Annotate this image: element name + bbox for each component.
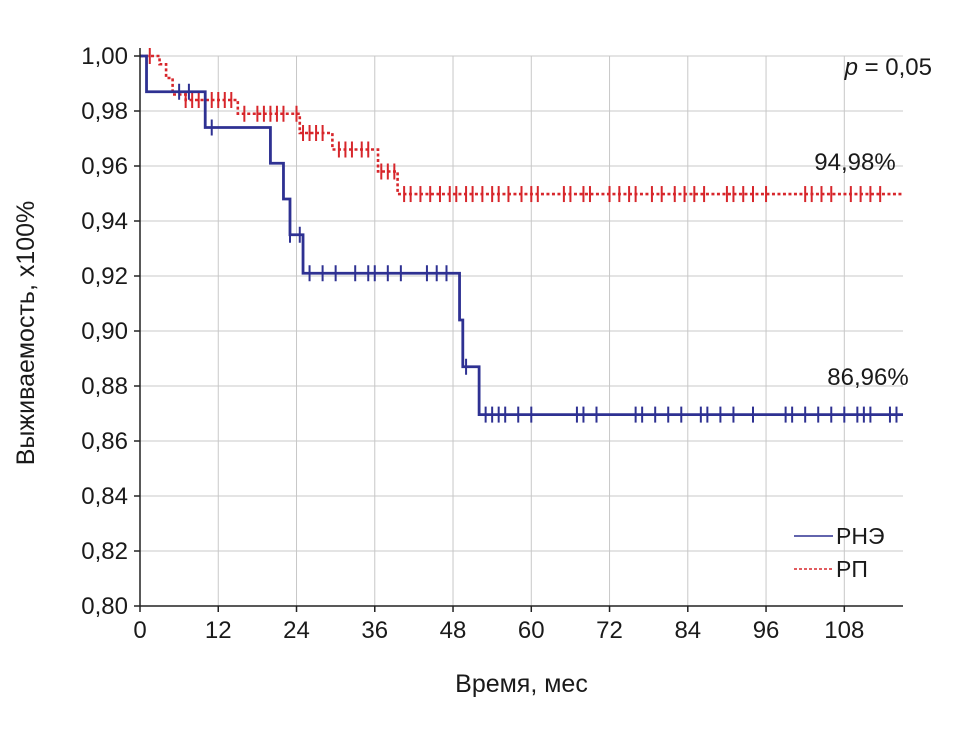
y-tick-label: 1,00 <box>81 43 128 70</box>
x-tick-label: 96 <box>753 617 780 644</box>
y-tick-label: 0,96 <box>81 153 128 180</box>
y-tick-label: 0,92 <box>81 263 128 290</box>
x-axis-ticks: 0 12 24 36 48 60 72 84 96 108 <box>133 606 864 644</box>
rne-final-value-label: 86,96% <box>827 364 908 391</box>
y-tick-label: 0,80 <box>81 593 128 620</box>
x-tick-label: 12 <box>205 617 232 644</box>
legend-label-rne: РНЭ <box>836 523 884 549</box>
series-rp <box>140 48 903 203</box>
y-tick-label: 0,94 <box>81 208 128 235</box>
x-tick-label: 60 <box>518 617 545 644</box>
p-value-annotation: p = 0,05 <box>844 54 932 81</box>
x-tick-label: 0 <box>133 617 146 644</box>
x-tick-label: 108 <box>824 617 864 644</box>
x-tick-label: 72 <box>596 617 623 644</box>
y-tick-label: 0,90 <box>81 318 128 345</box>
y-axis-ticks: 0,80 0,82 0,84 0,86 0,88 0,90 0,92 0,94 0,96 0,98… <box>81 43 140 620</box>
x-axis-title: Время, мес <box>455 670 588 698</box>
y-tick-label: 0,84 <box>81 483 128 510</box>
series-rne <box>140 54 903 423</box>
x-tick-label: 48 <box>440 617 467 644</box>
y-tick-label: 0,86 <box>81 428 128 455</box>
y-axis-title: Выживаемость, х100% <box>12 201 40 466</box>
y-tick-label: 0,98 <box>81 98 128 125</box>
p-label: p <box>844 54 858 81</box>
y-tick-label: 0,82 <box>81 538 128 565</box>
series-line <box>140 54 903 416</box>
axes <box>139 48 903 607</box>
legend: РНЭ РП <box>794 523 884 582</box>
legend-label-rp: РП <box>836 556 868 582</box>
x-tick-label: 84 <box>674 617 701 644</box>
p-value: = 0,05 <box>858 54 932 81</box>
series-line <box>140 54 903 196</box>
series-layer <box>140 48 903 423</box>
rp-final-value-label: 94,98% <box>814 149 895 176</box>
x-tick-label: 24 <box>283 617 310 644</box>
y-tick-label: 0,88 <box>81 373 128 400</box>
x-tick-label: 36 <box>361 617 388 644</box>
grid-lines <box>140 55 903 606</box>
